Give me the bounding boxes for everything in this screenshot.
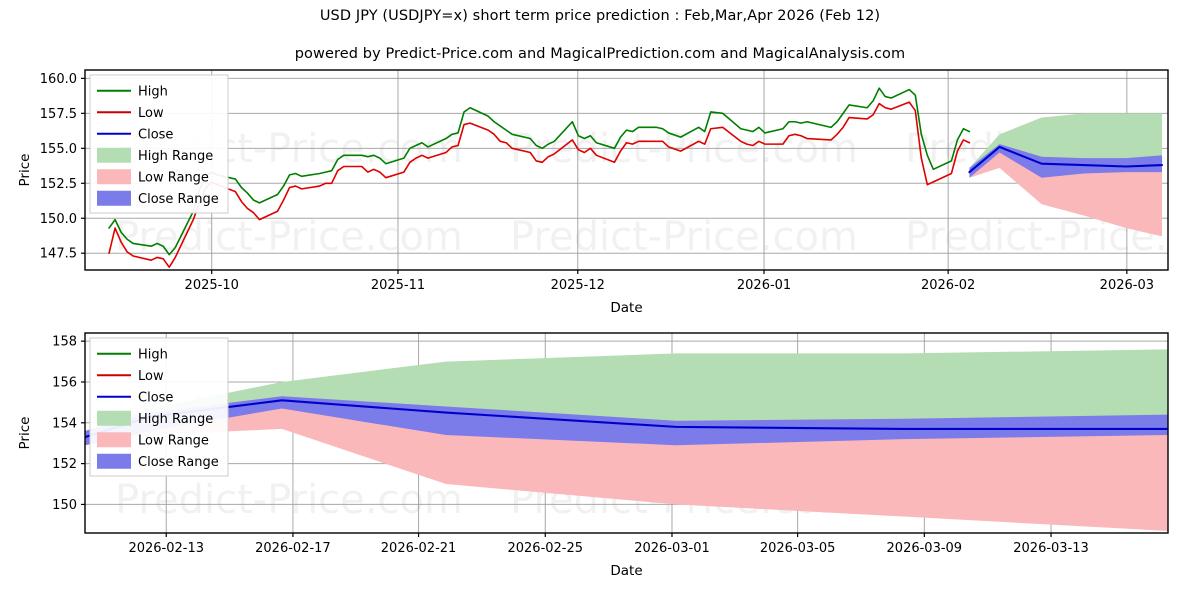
legend-item[interactable]: Close Range	[97, 190, 219, 207]
x-tick-label: 2026-02-21	[381, 541, 457, 556]
x-tick-label: 2026-03-01	[634, 541, 710, 556]
y-tick-label: 154	[52, 416, 77, 431]
y-tick-label: 152	[52, 457, 77, 472]
y-tick-label: 157.5	[40, 107, 77, 122]
close-range-band	[969, 144, 1162, 178]
legend-item[interactable]: Close	[97, 127, 173, 142]
top-chart: Predict-Price.com Predict-Price.comPredic…	[17, 69, 1169, 316]
x-axis: 2026-02-13 2026-02-17 2026-02-21 2026-02-25…	[128, 533, 1089, 556]
bottom-chart: Predict-Price.comPredict-Price.comPredic…	[17, 332, 1169, 579]
series-layer	[85, 349, 1168, 531]
x-tick-label: 2025-12	[551, 278, 605, 293]
page-subtitle: powered by Predict-Price.com and Magical…	[294, 46, 906, 62]
legend-item[interactable]: High Range	[97, 410, 213, 427]
svg-text:Predict-Price.com: Predict-Price.com	[510, 214, 858, 260]
y-axis-title: Price	[17, 417, 33, 450]
legend-label: Close Range	[138, 455, 219, 470]
y-tick-label: 147.5	[40, 247, 77, 262]
y-tick-label: 150.0	[40, 212, 77, 227]
legend-label: Low Range	[138, 170, 209, 185]
legend: High Low Close High Range Low Range Close Ran…	[89, 337, 229, 477]
close-line	[968, 145, 1164, 174]
legend-label: High Range	[138, 412, 213, 427]
series-layer	[108, 87, 1164, 269]
y-axis: 147.5 150.0 152.5 155.0 157.5 160.0	[40, 72, 85, 262]
legend-label: Low	[138, 106, 164, 121]
x-tick-label: 2026-03-05	[760, 541, 836, 556]
x-tick-label: 2026-02-25	[507, 541, 583, 556]
x-tick-label: 2026-03-09	[887, 541, 963, 556]
legend-label: High	[138, 347, 168, 362]
page-title: USD JPY (USDJPY=x) short term price pred…	[319, 8, 881, 24]
x-tick-label: 2026-01	[737, 278, 791, 293]
legend-label: Low	[138, 369, 164, 384]
y-tick-label: 156	[52, 375, 77, 390]
y-tick-label: 158	[52, 335, 77, 350]
y-tick-label: 160.0	[40, 72, 77, 87]
y-tick-label: 155.0	[40, 142, 77, 157]
x-tick-label: 2025-11	[371, 278, 425, 293]
legend-label: High Range	[138, 149, 213, 164]
legend-item[interactable]: Low Range	[97, 432, 209, 448]
x-tick-label: 2026-02	[921, 278, 975, 293]
high-line	[108, 87, 971, 256]
x-axis-title: Date	[610, 563, 642, 579]
x-tick-label: 2026-03-13	[1013, 541, 1089, 556]
legend-label: Close	[138, 390, 173, 405]
svg-text:Predict-Price.com: Predict-Price.com	[115, 214, 463, 260]
legend-label: Close	[138, 127, 173, 142]
legend-item[interactable]: High Range	[97, 147, 213, 164]
high-range-band	[85, 349, 1168, 438]
legend-label: Close Range	[138, 192, 219, 207]
close-range-band	[85, 396, 1168, 446]
legend-item[interactable]: Close Range	[97, 453, 219, 470]
x-tick-label: 2026-02-17	[255, 541, 331, 556]
x-tick-label: 2026-02-13	[128, 541, 204, 556]
x-tick-label: 2026-03	[1100, 278, 1154, 293]
high-range-band	[969, 113, 1162, 173]
x-axis: 2025-10 2025-11 2025-12 2026-01 2026-02 2026-…	[185, 270, 1154, 293]
legend-label: High	[138, 84, 168, 99]
legend-item[interactable]: Low	[97, 106, 164, 121]
x-axis-title: Date	[610, 300, 642, 316]
svg-text:Predict-Price.com: Predict-Price.com	[115, 477, 463, 523]
x-tick-label: 2025-10	[185, 278, 239, 293]
low-line	[108, 101, 971, 269]
y-axis-title: Price	[17, 154, 33, 187]
legend-item[interactable]: High	[97, 84, 168, 99]
y-tick-label: 150	[52, 498, 77, 513]
legend: High Low Close High Range Low Range Close Ran…	[89, 74, 229, 214]
legend-item[interactable]: High	[97, 347, 168, 362]
y-axis: 150 152 154 156 158	[52, 335, 85, 513]
legend-item[interactable]: Low Range	[97, 169, 209, 185]
legend-label: Low Range	[138, 433, 209, 448]
y-tick-label: 152.5	[40, 177, 77, 192]
legend-item[interactable]: Low	[97, 369, 164, 384]
legend-item[interactable]: Close	[97, 390, 173, 405]
